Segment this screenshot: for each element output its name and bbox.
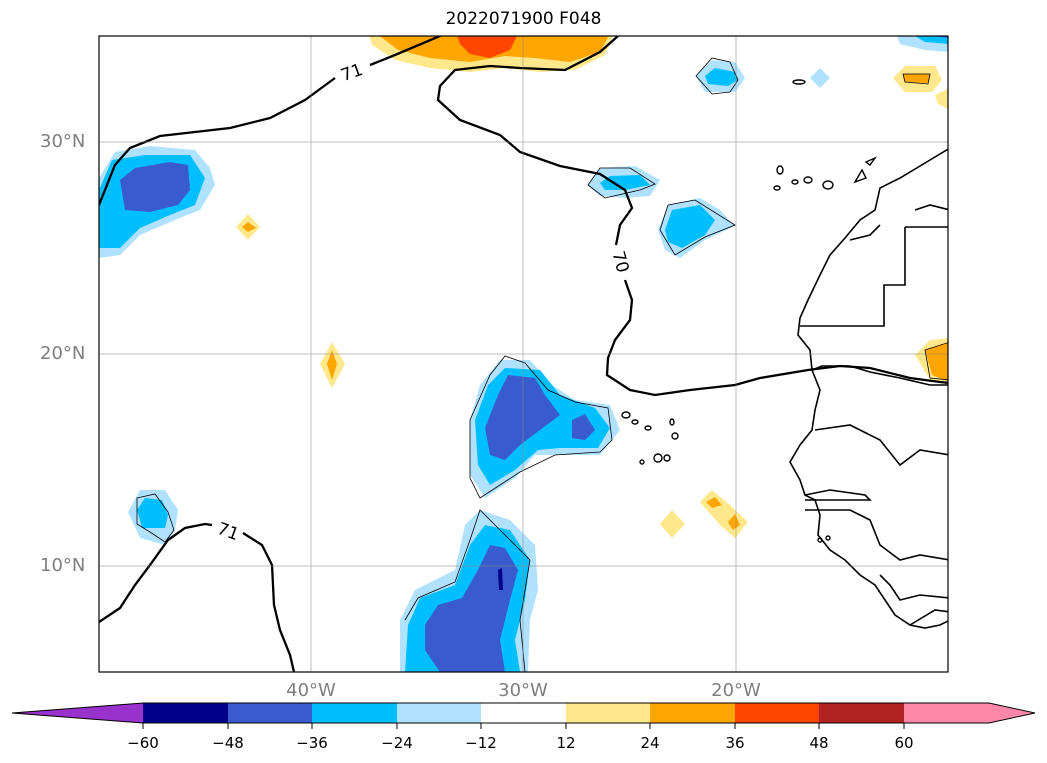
colorbar-bin	[735, 703, 819, 723]
colorbar-bin	[397, 703, 481, 723]
colorbar-bin	[566, 703, 650, 723]
colorbar-bin	[228, 703, 312, 723]
colorbar-bin	[819, 703, 904, 723]
colorbar-bin	[312, 703, 397, 723]
colorbar-tick-label: −48	[212, 734, 244, 752]
map-frame	[98, 35, 949, 673]
colorbar-tick-label: 48	[809, 734, 829, 752]
colorbar	[11, 702, 1036, 729]
graticule	[99, 36, 948, 672]
lat-label-20n: 20°N	[40, 343, 86, 364]
map-plot-area	[99, 36, 948, 672]
colorbar-tick-label: 36	[725, 734, 745, 752]
colorbar-bin	[904, 703, 989, 723]
colorbar-tick-label: −36	[296, 734, 328, 752]
colorbar-bin	[481, 703, 566, 723]
colorbar-extend-high	[989, 703, 1035, 723]
coastlines	[789, 148, 948, 629]
lat-label-10n: 10°N	[40, 555, 86, 576]
map-title: 2022071900 F048	[445, 9, 602, 29]
colorbar-tick-label: −60	[127, 734, 159, 752]
lon-label-20w: 20°W	[711, 680, 761, 701]
anomaly-shading	[99, 36, 948, 672]
colorbar-bin	[143, 703, 228, 723]
colorbar-tick-label: −24	[381, 734, 413, 752]
colorbar-tick-label: −12	[465, 734, 497, 752]
contour-label-71-bottom: 71	[214, 519, 241, 545]
colorbar-tick-label: 12	[556, 734, 576, 752]
contour-label-70: 70	[608, 249, 633, 275]
colorbar-bin	[650, 703, 735, 723]
lat-label-30n: 30°N	[40, 131, 86, 152]
contour-label-71-top: 71	[338, 60, 365, 86]
colorbar-tick-label: 60	[894, 734, 914, 752]
colorbar-tick-label: 24	[640, 734, 660, 752]
geopotential-contours	[99, 36, 948, 672]
lon-label-30w: 30°W	[498, 680, 548, 701]
colorbar-extend-low	[12, 703, 143, 723]
islands	[621, 79, 878, 543]
colorbar-ticks	[142, 723, 905, 729]
thin-contours	[136, 57, 948, 672]
lon-label-40w: 40°W	[286, 680, 336, 701]
